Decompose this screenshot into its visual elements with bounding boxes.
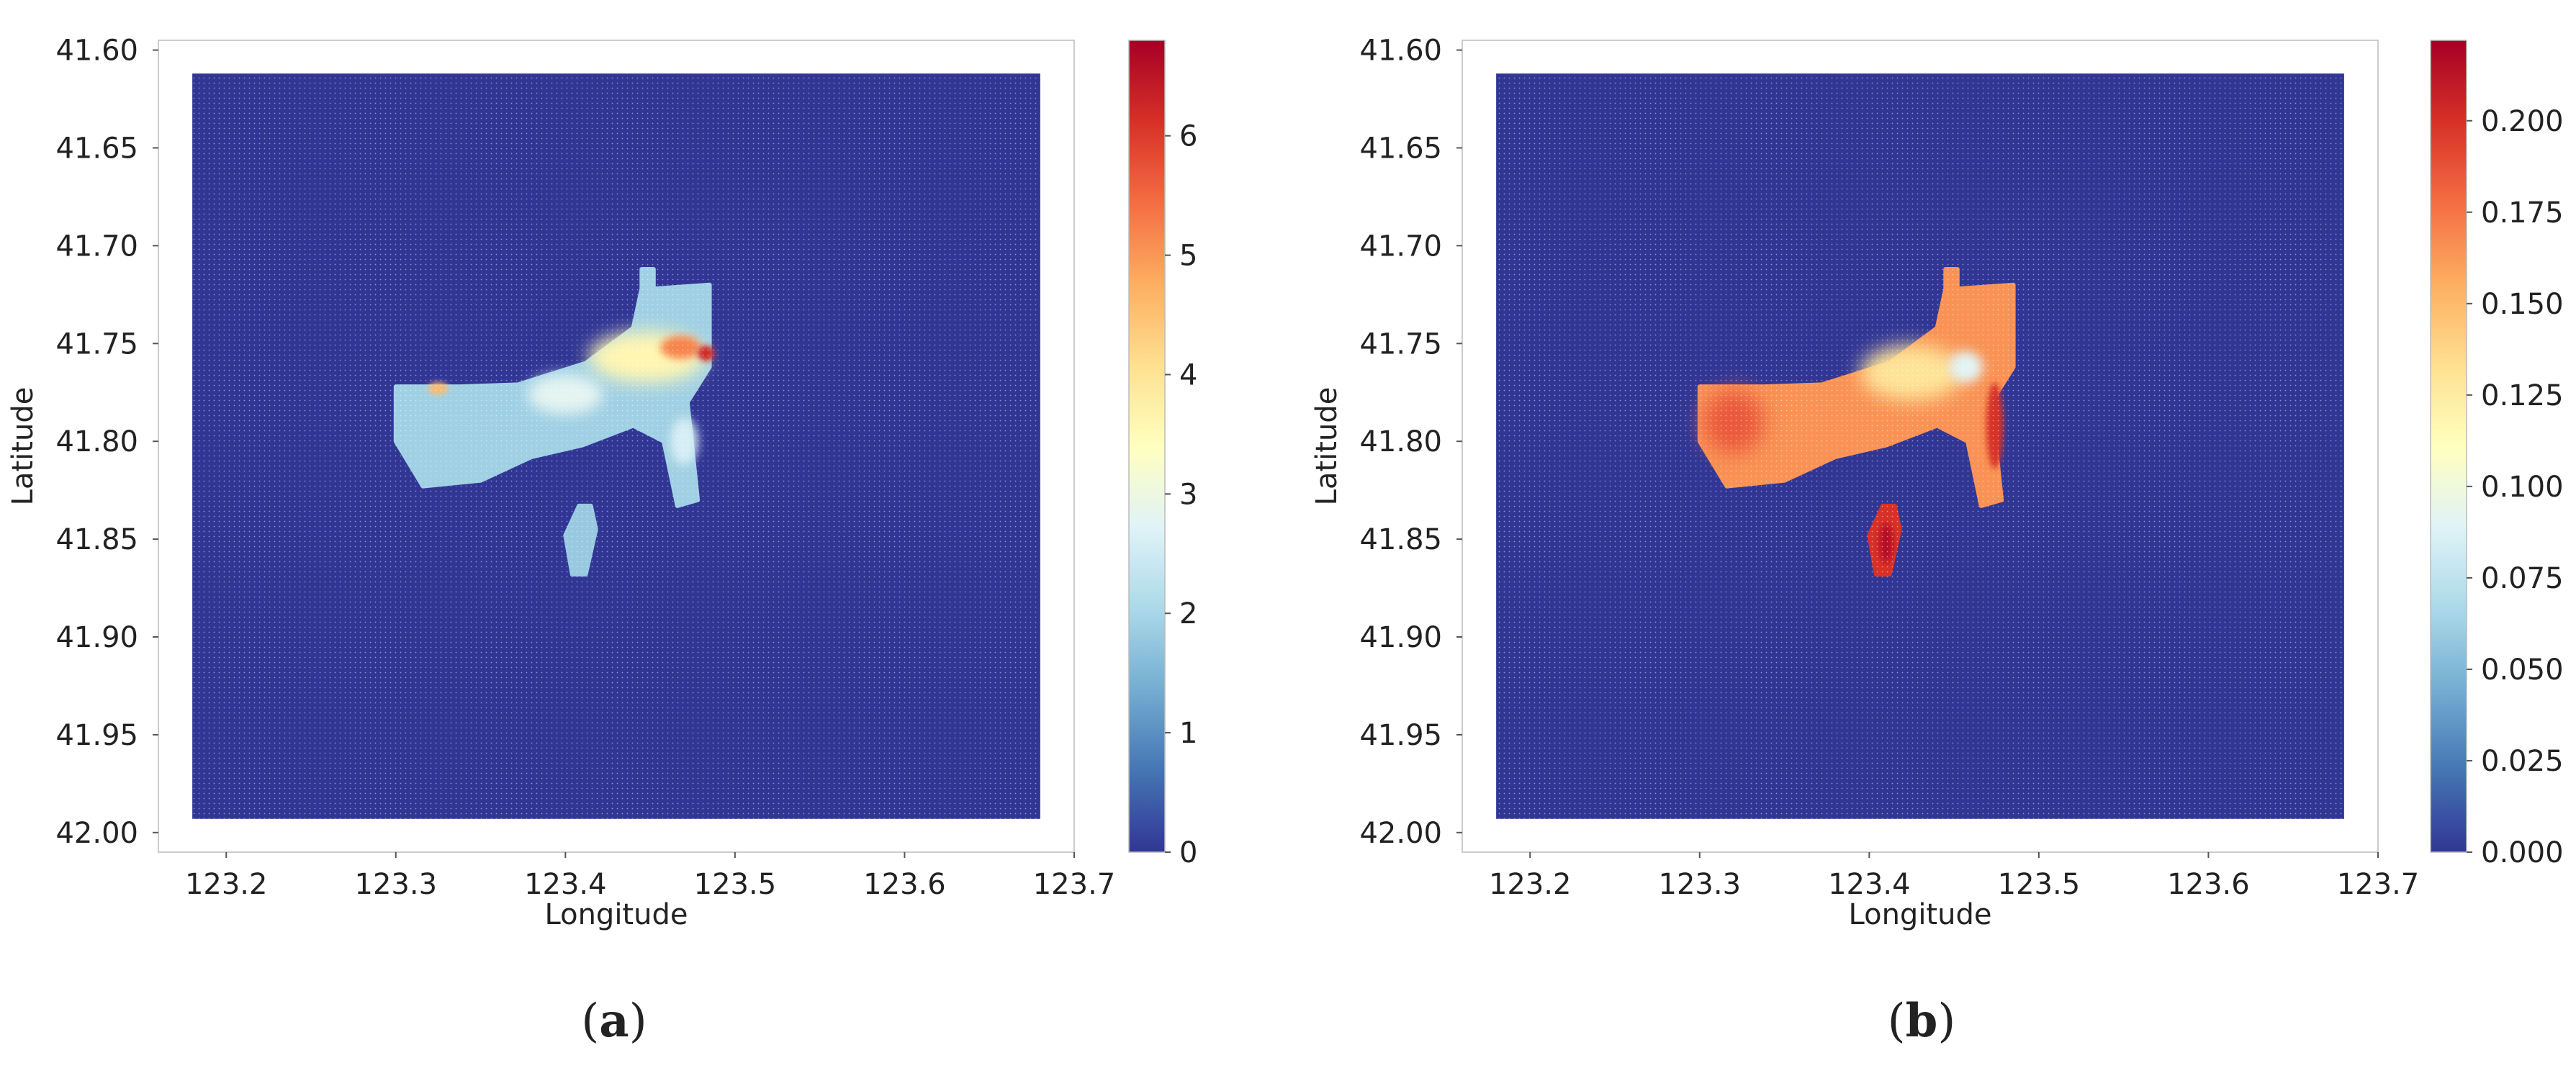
panel-a-colorbar-tick-label: 0 <box>1179 836 1197 869</box>
panel-b-x-tick-label: 123.2 <box>1489 868 1572 901</box>
panel-b-hotspot-5 <box>1986 382 2004 469</box>
panel-a: 123.2 123.3 123.4 123.5 123.6 123.7 41.60 41.65… <box>6 35 1197 1048</box>
panel-b-hotspot-4 <box>1949 351 1983 383</box>
panel-b-y-tick-label: 41.70 <box>1359 230 1442 263</box>
panel-a-background-cells <box>192 73 1040 819</box>
panel-b-colorbar-tick-label: 0.025 <box>2481 745 2564 778</box>
panel-b-y-tick-label: 41.95 <box>1359 719 1442 752</box>
panel-b-hotspot-6 <box>1879 523 1893 563</box>
panel-b-axes-frame <box>1462 40 2379 853</box>
panel-a-hotspot-6 <box>428 382 449 394</box>
panel-b-hotspot-3 <box>1860 345 1963 401</box>
panel-a-hotspot-3 <box>528 374 603 415</box>
panel-a-colorbar-tick-label: 1 <box>1179 717 1197 750</box>
panel-a-y-tick-label: 42.00 <box>55 817 138 850</box>
panel-b-y-axis-label: Latitude <box>1310 387 1343 506</box>
panel-a-y-axis-label: Latitude <box>6 387 40 506</box>
panel-a-y-tick-label: 41.70 <box>55 230 138 263</box>
panel-b-colorbar-tick-label: 0.200 <box>2481 105 2564 138</box>
panel-a-x-tick-label: 123.5 <box>694 868 777 901</box>
panel-a-hotspot-5 <box>698 345 715 361</box>
panel-a-y-tick-label: 41.80 <box>55 425 138 458</box>
panel-b-y-tick-label: 42.00 <box>1359 817 1442 850</box>
panel-b-colorbar-tick-label: 0.000 <box>2481 836 2564 869</box>
panel-b-y-tick-label: 41.80 <box>1359 425 1442 458</box>
panel-b-background-cells <box>1496 73 2344 819</box>
panel-a-x-axis-label: Longitude <box>545 898 688 931</box>
panel-b-x-tick-label: 123.7 <box>2337 868 2420 901</box>
panel-a-y-tick-label: 41.90 <box>55 621 138 654</box>
panel-a-hotspot-4 <box>660 335 701 360</box>
panel-b-x-tick-label: 123.3 <box>1659 868 1742 901</box>
panel-a-x-tick-label: 123.6 <box>863 868 946 901</box>
panel-a-colorbar <box>1128 40 1166 853</box>
panel-a-y-tick-label: 41.60 <box>55 35 138 68</box>
panel-b-x-tick-label: 123.5 <box>1998 868 2081 901</box>
panel-a-colorbar-tick-label: 5 <box>1179 240 1197 273</box>
panel-b-y-tick-label: 41.90 <box>1359 621 1442 654</box>
panel-a-x-tick-label: 123.2 <box>185 868 268 901</box>
panel-a-colorbar-tick-label: 3 <box>1179 478 1197 511</box>
panel-b: 123.2 123.3 123.4 123.5 123.6 123.7 41.60 41.65… <box>1310 35 2564 1048</box>
panel-b-y-tick-label: 41.75 <box>1359 327 1442 361</box>
panel-a-colorbar-tick-label: 6 <box>1179 120 1197 153</box>
panel-a-y-tick-label: 41.95 <box>55 719 138 752</box>
panel-b-colorbar-tick-label: 0.150 <box>2481 288 2564 321</box>
panel-a-axes-frame <box>158 40 1075 853</box>
panel-b-label: (b) <box>1888 994 1956 1048</box>
panel-a-x-tick-label: 123.3 <box>355 868 438 901</box>
panel-b-y-tick-label: 41.85 <box>1359 523 1442 556</box>
panel-b-x-tick-label: 123.4 <box>1828 868 1911 901</box>
panel-a-y-tick-label: 41.75 <box>55 327 138 361</box>
panel-b-colorbar-tick-label: 0.075 <box>2481 562 2564 595</box>
panel-a-hotspot-7 <box>670 417 698 465</box>
panel-b-plot-area <box>1496 73 2344 819</box>
panel-b-hotspot-2 <box>1703 390 1765 453</box>
panel-a-colorbar-tick-label: 2 <box>1179 597 1197 630</box>
panel-b-colorbar <box>2430 40 2467 853</box>
panel-a-x-tick-label: 123.4 <box>524 868 607 901</box>
panel-b-colorbar-tick-label: 0.175 <box>2481 196 2564 230</box>
panel-b-x-tick-label: 123.6 <box>2167 868 2250 901</box>
panel-a-plot-area <box>192 73 1040 819</box>
panel-a-colorbar-tick-label: 4 <box>1179 358 1197 392</box>
panel-b-y-tick-label: 41.60 <box>1359 35 1442 68</box>
panel-b-colorbar-tick-label: 0.050 <box>2481 653 2564 687</box>
panel-a-y-tick-label: 41.85 <box>55 523 138 556</box>
panel-b-y-tick-label: 41.65 <box>1359 132 1442 165</box>
panel-b-colorbar-tick-label: 0.100 <box>2481 471 2564 504</box>
panel-a-y-tick-label: 41.65 <box>55 132 138 165</box>
panel-b-colorbar-tick-label: 0.125 <box>2481 379 2564 412</box>
panel-a-x-tick-label: 123.7 <box>1033 868 1116 901</box>
panel-a-label: (a) <box>581 994 647 1048</box>
panel-b-x-axis-label: Longitude <box>1849 898 1992 931</box>
